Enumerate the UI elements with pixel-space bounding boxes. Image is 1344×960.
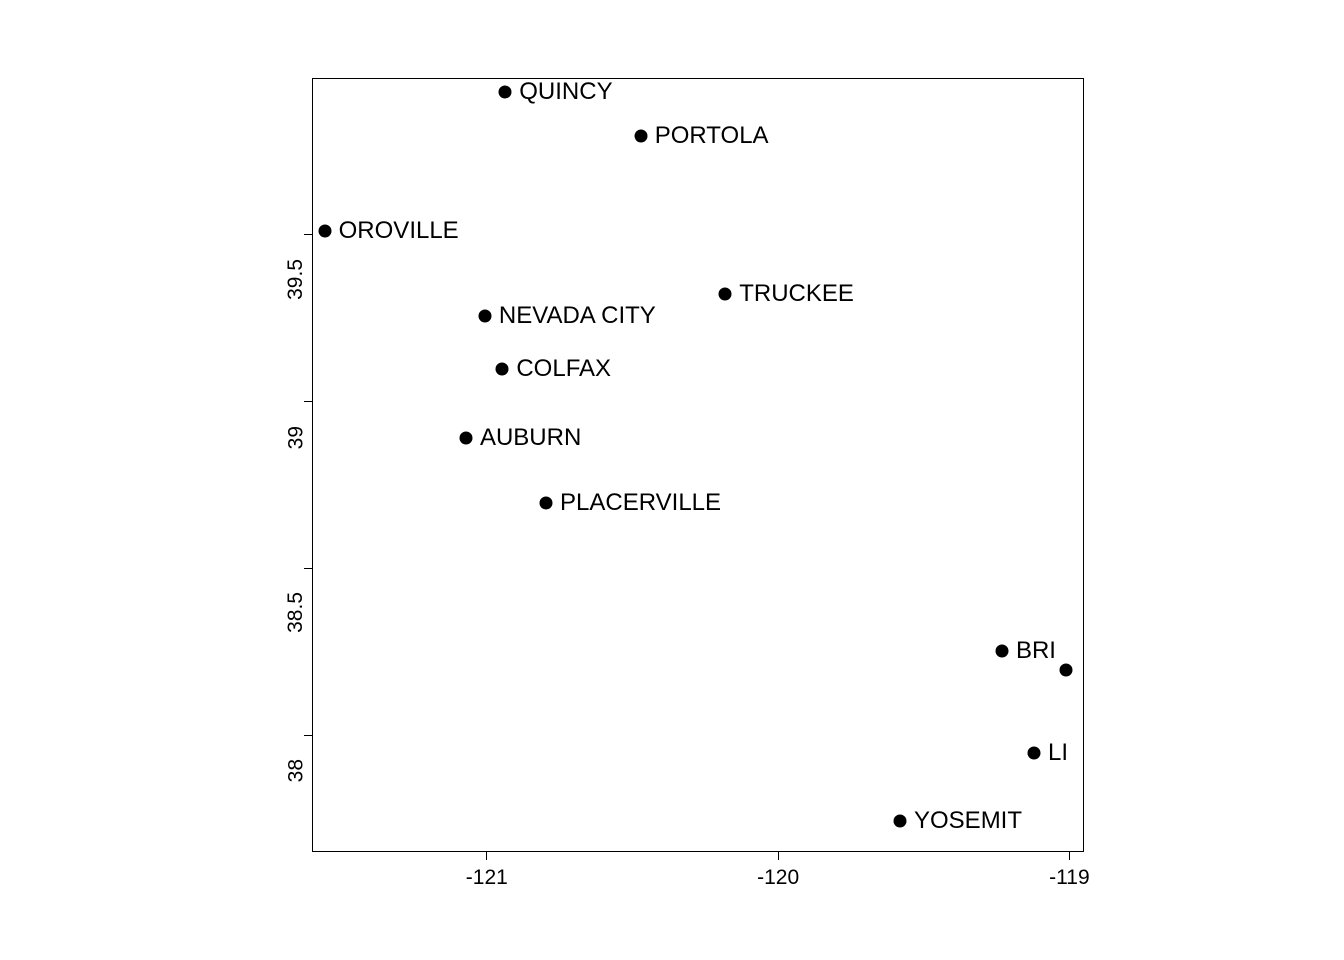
y-tick-label: 38: [284, 759, 308, 782]
y-tick: [304, 568, 312, 569]
scatter-plot: QUINCY PORTOLA OROVILLE TRUCKEE NEVADA CITY C…: [0, 0, 1344, 960]
data-point: [995, 645, 1008, 658]
data-point-label: NEVADA CITY: [499, 302, 656, 330]
data-point: [478, 309, 491, 322]
x-tick-label: -120: [757, 866, 799, 890]
data-point-label: BRI: [1016, 637, 1056, 665]
x-tick: [486, 852, 487, 860]
data-point: [496, 363, 509, 376]
data-point-label: AUBURN: [480, 424, 581, 452]
data-point: [1028, 746, 1041, 759]
data-point-label: TRUCKEE: [739, 280, 854, 308]
data-point: [894, 815, 907, 828]
x-tick: [1069, 852, 1070, 860]
data-point-label: LI: [1048, 739, 1068, 767]
data-point-label: PLACERVILLE: [560, 489, 721, 517]
y-tick: [304, 234, 312, 235]
data-point: [499, 86, 512, 99]
y-tick-label: 39.5: [284, 259, 308, 300]
x-tick-label: -119: [1049, 866, 1089, 890]
data-point: [318, 224, 331, 237]
y-tick-label: 38.5: [284, 592, 308, 633]
data-point-label: QUINCY: [519, 78, 612, 106]
x-tick-label: -121: [466, 866, 508, 890]
data-point: [459, 431, 472, 444]
y-tick: [304, 401, 312, 402]
y-tick: [304, 735, 312, 736]
x-tick: [778, 852, 779, 860]
plot-frame: QUINCY PORTOLA OROVILLE TRUCKEE NEVADA CITY C…: [312, 78, 1084, 852]
data-point-label: PORTOLA: [655, 122, 769, 150]
data-point: [719, 288, 732, 301]
data-point: [540, 496, 553, 509]
data-point-label: COLFAX: [516, 355, 611, 383]
data-point: [1060, 663, 1073, 676]
data-point: [634, 129, 647, 142]
data-point-label: OROVILLE: [339, 217, 459, 245]
data-point-label: YOSEMIT: [914, 807, 1022, 835]
y-tick-label: 39: [284, 426, 308, 449]
